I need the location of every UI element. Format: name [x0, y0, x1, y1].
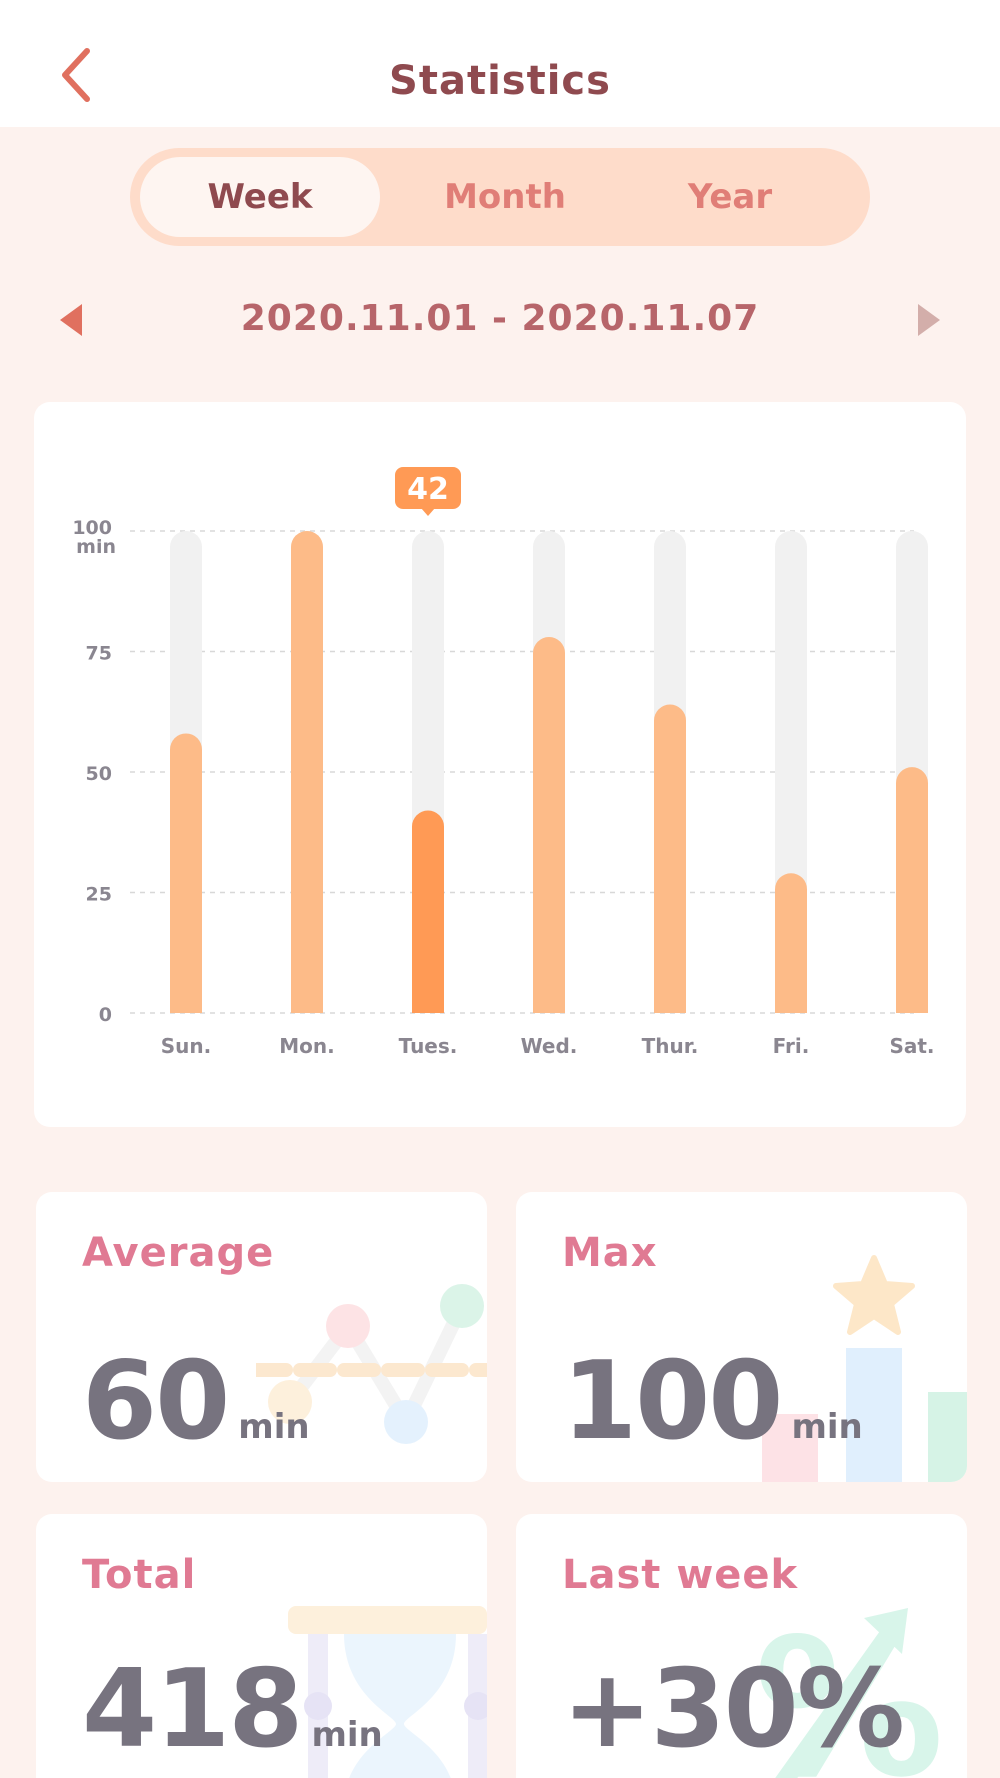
- x-tick-label: Wed.: [521, 1034, 578, 1058]
- period-tabs: Week Month Year: [130, 148, 870, 246]
- hourglass-illustration: [288, 1606, 487, 1778]
- date-range: 2020.11.01 - 2020.11.07: [240, 298, 760, 339]
- tab-week[interactable]: Week: [140, 157, 380, 237]
- line-graph-illustration: [256, 1284, 487, 1444]
- page-title: Statistics: [389, 58, 611, 104]
- bar: [170, 733, 202, 1013]
- x-tick-label: Sat.: [889, 1034, 934, 1058]
- y-tick-label: 0: [99, 1004, 112, 1026]
- x-tick-label: Tues.: [399, 1034, 458, 1058]
- triangle-right-icon: [918, 304, 940, 336]
- bar: [654, 704, 686, 1013]
- bar: [533, 637, 565, 1013]
- y-tick-label: 75: [86, 643, 112, 665]
- bar: [291, 531, 323, 1013]
- total-value: 418: [82, 1647, 303, 1772]
- x-tick-label: Sun.: [161, 1034, 211, 1058]
- tab-year[interactable]: Year: [687, 177, 773, 217]
- back-button[interactable]: [40, 40, 110, 110]
- last-week-value: +30%: [562, 1647, 905, 1772]
- next-period-button[interactable]: [908, 300, 948, 340]
- tooltip-pointer: [421, 508, 435, 516]
- y-tick-label: 25: [86, 884, 112, 906]
- tooltip-badge: [395, 467, 461, 509]
- tab-month[interactable]: Month: [444, 177, 566, 217]
- max-card: Max 100 min: [516, 1192, 967, 1482]
- total-value-row: 418 min: [82, 1647, 383, 1772]
- max-unit: min: [791, 1407, 863, 1447]
- average-value: 60: [82, 1339, 230, 1464]
- date-navigator: 2020.11.01 - 2020.11.07: [0, 290, 1000, 350]
- bar: [412, 810, 444, 1013]
- total-unit: min: [311, 1715, 383, 1755]
- percent-arrow-illustration: %: [754, 1604, 944, 1778]
- tooltip-value: 42: [407, 472, 449, 507]
- x-tick-label: Mon.: [279, 1034, 334, 1058]
- total-label: Total: [82, 1552, 197, 1598]
- last-week-label: Last week: [562, 1552, 799, 1598]
- bar: [775, 873, 807, 1013]
- header-bar: Statistics: [0, 0, 1000, 127]
- chevron-left-icon: [62, 48, 90, 102]
- total-card: Total 418 min: [36, 1514, 487, 1778]
- y-tick-label: 50: [86, 763, 112, 785]
- x-tick-label: Fri.: [773, 1034, 810, 1058]
- max-value-row: 100 min: [562, 1339, 863, 1464]
- average-unit: min: [238, 1407, 310, 1447]
- last-week-value-row: +30%: [562, 1647, 905, 1772]
- weekly-chart-card: 0 25 50 75 100 min Sun. Mon. Tues. Wed. Thur. Fri. S…: [34, 402, 966, 1127]
- y-unit-label: min: [76, 536, 116, 558]
- last-week-card: % Last week +30%: [516, 1514, 967, 1778]
- triangle-left-icon: [60, 304, 82, 336]
- bar-star-illustration: [762, 1255, 967, 1482]
- y-tick-label: 100: [72, 517, 112, 539]
- average-value-row: 60 min: [82, 1339, 310, 1464]
- x-tick-label: Thur.: [642, 1034, 699, 1058]
- prev-period-button[interactable]: [52, 300, 92, 340]
- average-label: Average: [82, 1230, 275, 1276]
- max-label: Max: [562, 1230, 658, 1276]
- max-value: 100: [562, 1339, 783, 1464]
- average-card: Average 60 min: [36, 1192, 487, 1482]
- bar: [896, 767, 928, 1013]
